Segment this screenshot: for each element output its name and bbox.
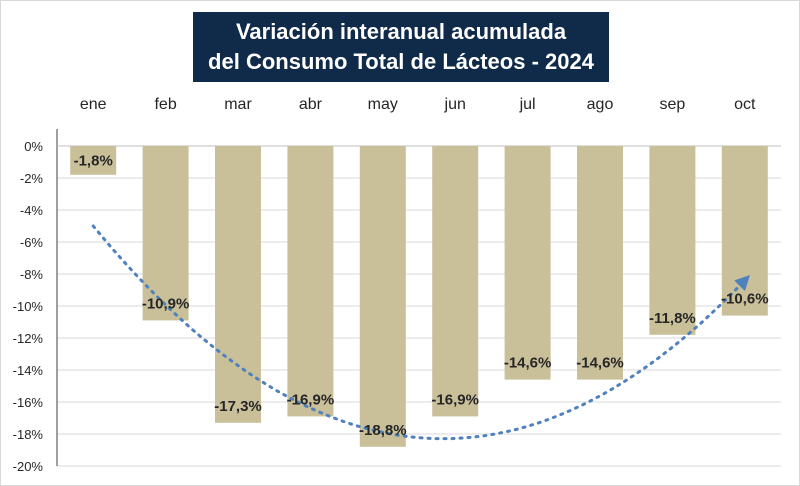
y-tick-label: -12% — [13, 331, 44, 346]
x-tick-label: jul — [519, 96, 536, 113]
x-tick-label: sep — [660, 96, 686, 113]
data-label: -16,9% — [431, 391, 479, 408]
data-label: -14,6% — [576, 355, 624, 372]
y-tick-label: -10% — [13, 299, 44, 314]
x-tick-label: may — [368, 96, 398, 113]
x-tick-label: jun — [444, 96, 466, 113]
y-tick-label: -18% — [13, 427, 44, 442]
bar — [215, 146, 261, 423]
y-tick-label: -4% — [20, 203, 44, 218]
data-label: -14,6% — [504, 355, 552, 372]
y-tick-label: -20% — [13, 459, 44, 474]
x-tick-label: abr — [299, 96, 323, 113]
bar — [287, 146, 334, 417]
bar — [359, 146, 406, 447]
data-label: -1,8% — [74, 152, 113, 169]
x-tick-label: feb — [154, 96, 176, 113]
data-label: -16,9% — [287, 391, 335, 408]
data-label: -10,6% — [721, 291, 769, 308]
y-tick-label: -14% — [13, 363, 44, 378]
y-tick-label: -6% — [20, 235, 44, 250]
chart-subtitle: del Consumo Total de Lácteos - 2024 — [208, 49, 594, 74]
trendline — [91, 224, 751, 441]
chart-title: Variación interanual acumulada — [235, 19, 567, 44]
bar — [70, 146, 117, 175]
y-tick-label: -2% — [20, 171, 44, 186]
bar — [577, 146, 623, 380]
x-tick-label: oct — [734, 96, 756, 113]
y-tick-label: -16% — [13, 395, 44, 410]
data-label: -17,3% — [214, 398, 262, 415]
data-label: -10,9% — [142, 295, 190, 312]
bar — [432, 146, 479, 417]
x-tick-label: mar — [224, 96, 252, 113]
bar — [142, 146, 189, 321]
y-tick-label: -8% — [20, 267, 44, 282]
data-label: -11,8% — [649, 310, 696, 327]
x-tick-label: ago — [587, 96, 614, 113]
y-tick-label: 0% — [24, 139, 43, 154]
bar — [649, 146, 696, 335]
x-tick-label: ene — [80, 96, 107, 113]
chart-title-box: Variación interanual acumulada del Consu… — [193, 12, 609, 82]
bar — [504, 146, 551, 380]
data-label: -18,8% — [359, 422, 407, 439]
